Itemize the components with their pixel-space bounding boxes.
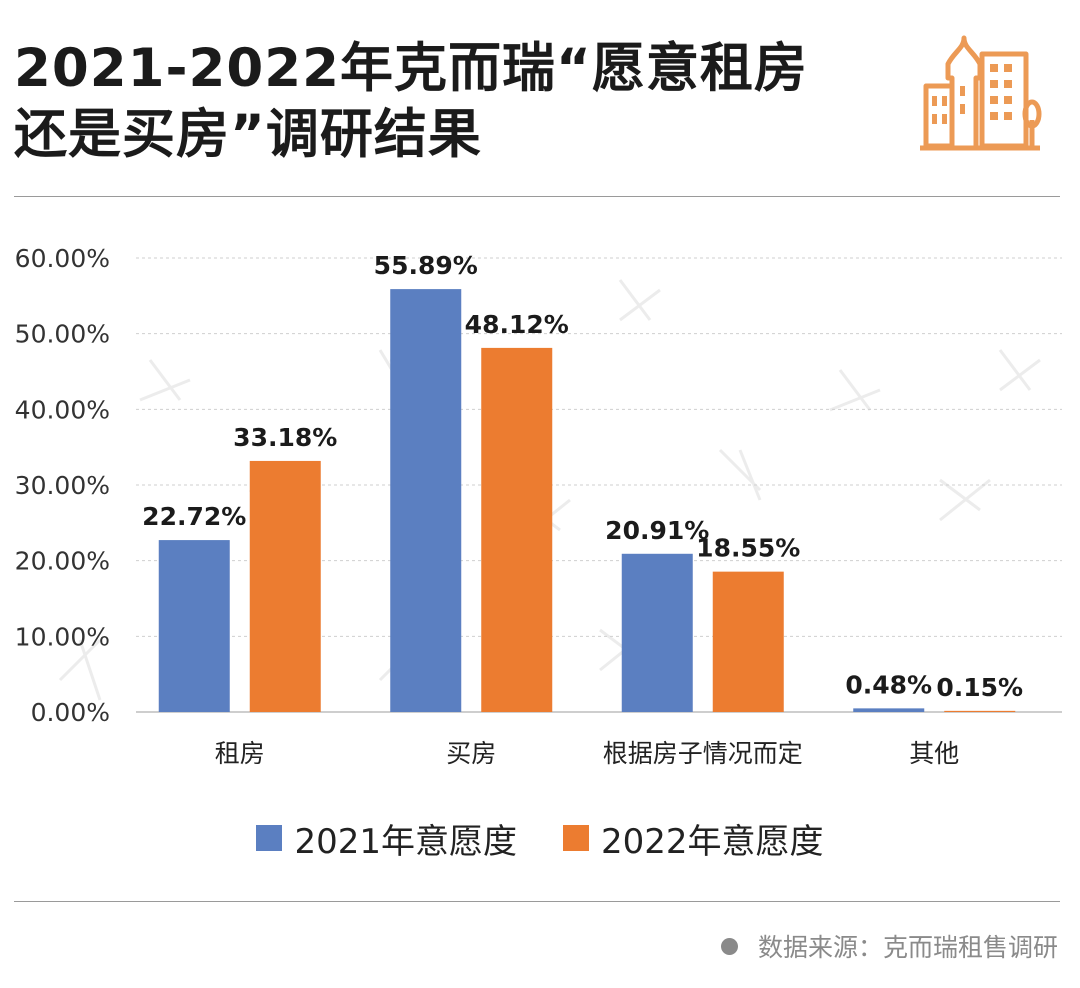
bar-2022 bbox=[712, 571, 784, 712]
title-line-2: 还是买房”调研结果 bbox=[14, 104, 482, 165]
bar-2021 bbox=[853, 708, 925, 712]
bar-2021 bbox=[621, 553, 693, 712]
city-buildings-icon bbox=[920, 35, 1042, 151]
bar-2022 bbox=[249, 460, 321, 712]
data-source: 数据来源：克而瑞租售调研 bbox=[720, 928, 1058, 964]
y-tick-label: 30.00% bbox=[15, 471, 110, 500]
bullet-dot-icon bbox=[720, 937, 738, 955]
bar-2021 bbox=[158, 540, 230, 712]
bar-2022 bbox=[944, 710, 1016, 712]
footer-divider bbox=[14, 901, 1060, 902]
data-label: 20.91% bbox=[605, 516, 709, 545]
data-label: 0.48% bbox=[845, 670, 932, 699]
chart-legend: 2021年意愿度 2022年意愿度 bbox=[0, 812, 1080, 864]
x-tick-label: 买房 bbox=[446, 739, 496, 768]
y-tick-label: 60.00% bbox=[15, 244, 110, 273]
bar-2022 bbox=[481, 347, 553, 712]
legend-label-2022: 2022年意愿度 bbox=[601, 821, 824, 862]
title-line-1: 2021-2022年克而瑞“愿意租房 bbox=[14, 38, 808, 99]
data-label: 33.18% bbox=[233, 423, 337, 452]
data-label: 18.55% bbox=[696, 534, 800, 563]
x-tick-label: 其他 bbox=[909, 739, 959, 768]
data-label: 0.15% bbox=[936, 673, 1023, 702]
data-label: 48.12% bbox=[465, 310, 569, 339]
source-text: 数据来源：克而瑞租售调研 bbox=[757, 933, 1058, 962]
y-tick-label: 50.00% bbox=[15, 320, 110, 349]
y-tick-label: 0.00% bbox=[31, 698, 110, 727]
y-tick-label: 40.00% bbox=[15, 395, 110, 424]
y-tick-label: 10.00% bbox=[15, 622, 110, 651]
legend-item-2022: 2022年意愿度 bbox=[563, 814, 824, 863]
legend-swatch-2022 bbox=[563, 825, 589, 851]
y-tick-label: 20.00% bbox=[15, 547, 110, 576]
data-label: 22.72% bbox=[142, 502, 246, 531]
legend-label-2021: 2021年意愿度 bbox=[294, 821, 517, 862]
legend-item-2021: 2021年意愿度 bbox=[256, 814, 517, 863]
bar-chart: 0.00% 10.00% 20.00% 30.00% 40.00% 50.00% 60.00… bbox=[15, 244, 1062, 768]
legend-swatch-2021 bbox=[256, 825, 283, 851]
bar-2021 bbox=[390, 289, 462, 712]
page-title: 2021-2022年克而瑞“愿意租房 还是买房”调研结果 bbox=[14, 36, 874, 168]
x-tick-label: 租房 bbox=[215, 739, 265, 768]
x-tick-label: 根据房子情况而定 bbox=[603, 739, 803, 768]
data-label: 55.89% bbox=[374, 251, 478, 280]
header-divider bbox=[14, 196, 1060, 197]
